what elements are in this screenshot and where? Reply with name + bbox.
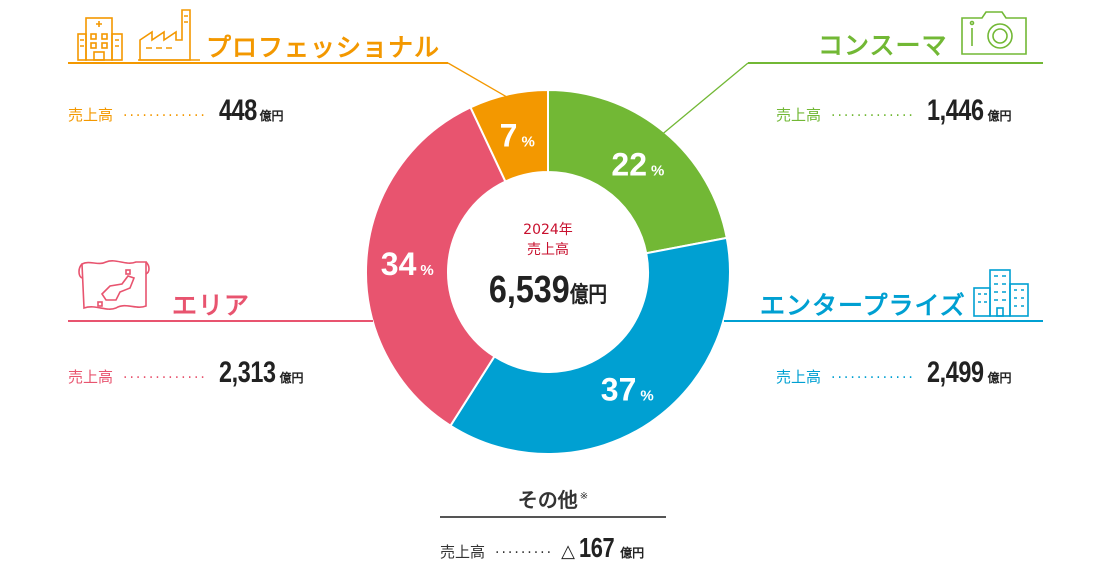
leader-line bbox=[661, 62, 749, 136]
enterprise-rule bbox=[724, 320, 1043, 322]
donut-slice-0 bbox=[547, 88, 728, 255]
donut-slice-3 bbox=[469, 88, 549, 183]
professional-rule bbox=[68, 62, 448, 64]
other-sales: 売上高 ········· △ 167 億円 bbox=[440, 532, 644, 564]
center-total: 6,539億円 bbox=[489, 269, 607, 311]
slice-percent-label: 7% bbox=[500, 117, 535, 153]
professional-title: プロフェッショナル bbox=[206, 33, 441, 62]
sales-amount: 1,446 bbox=[926, 94, 984, 127]
sales-unit: 億円 bbox=[987, 371, 1012, 385]
sales-unit: 億円 bbox=[259, 109, 284, 123]
center-sales-label: 売上高 bbox=[527, 241, 569, 258]
other-title-text: その他 bbox=[517, 488, 578, 512]
factory-icon bbox=[138, 9, 200, 61]
other-title: その他 ※ bbox=[440, 484, 666, 513]
donut-slice-1 bbox=[449, 236, 731, 455]
consumer-sales: 売上高 ············· 1,446 億円 bbox=[776, 94, 1011, 128]
leader-line bbox=[447, 62, 510, 99]
office-building-icon bbox=[973, 269, 1029, 317]
sales-amount: 2,499 bbox=[926, 356, 984, 389]
sales-amount: 448 bbox=[218, 94, 257, 127]
consumer-title: コンスーマ bbox=[818, 31, 948, 60]
hospital-icon bbox=[77, 17, 123, 61]
sales-amount: 2,313 bbox=[218, 356, 276, 389]
sales-label: 売上高 bbox=[68, 106, 114, 124]
leader-dots: ········· bbox=[495, 545, 554, 561]
sales-label: 売上高 bbox=[68, 368, 114, 386]
camera-icon bbox=[961, 11, 1027, 55]
map-icon bbox=[78, 260, 150, 310]
leader-dots: ············· bbox=[123, 370, 207, 386]
sales-unit: 億円 bbox=[279, 371, 304, 385]
consumer-rule bbox=[748, 62, 1043, 64]
slice-percent-label: 34% bbox=[381, 246, 434, 282]
leader-dots: ············· bbox=[831, 108, 915, 124]
other-rule bbox=[440, 516, 666, 518]
leader-dots: ············· bbox=[831, 370, 915, 386]
sales-unit: 億円 bbox=[620, 546, 645, 560]
center-year-label: 2024年 bbox=[523, 222, 573, 238]
sales-amount: 167 bbox=[578, 532, 615, 563]
area-rule bbox=[68, 320, 373, 322]
slice-percent-label: 37% bbox=[601, 372, 654, 408]
area-title: エリア bbox=[172, 291, 251, 320]
area-sales: 売上高 ············· 2,313 億円 bbox=[68, 356, 303, 390]
slice-percent-label: 22% bbox=[611, 146, 664, 182]
donut-slice-2 bbox=[365, 105, 507, 428]
sales-label: 売上高 bbox=[776, 368, 822, 386]
sales-label: 売上高 bbox=[440, 543, 486, 561]
enterprise-sales: 売上高 ············· 2,499 億円 bbox=[776, 356, 1011, 390]
sales-unit: 億円 bbox=[987, 109, 1012, 123]
sales-label: 売上高 bbox=[776, 106, 822, 124]
leader-dots: ············· bbox=[123, 108, 207, 124]
enterprise-title: エンタープライズ bbox=[760, 291, 966, 320]
footnote-mark: ※ bbox=[579, 491, 589, 503]
professional-sales: 売上高 ············· 448 億円 bbox=[68, 94, 283, 128]
negative-triangle-icon: △ bbox=[561, 541, 575, 562]
